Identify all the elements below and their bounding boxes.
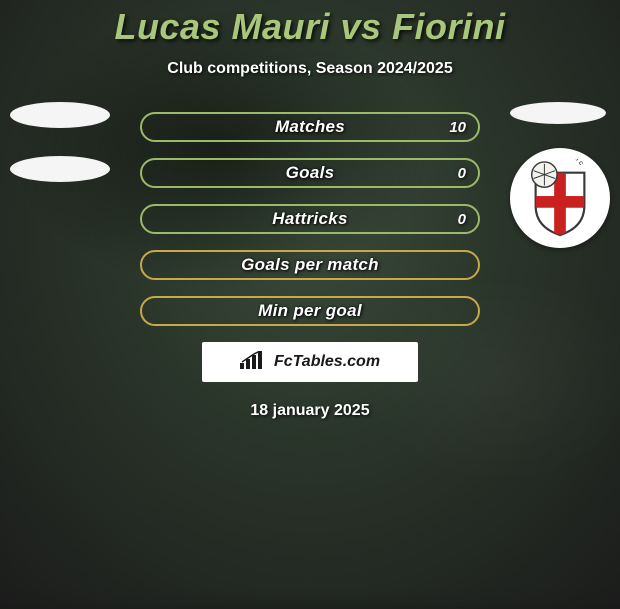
blank-badge	[510, 102, 606, 124]
club-badge: RIMINI CALCIO	[510, 148, 610, 248]
right-badges-column: RIMINI CALCIO	[510, 102, 610, 248]
ball-icon	[532, 162, 557, 187]
stat-value-right: 0	[458, 211, 466, 228]
stat-label: Hattricks	[272, 209, 347, 229]
shield-icon: RIMINI CALCIO	[521, 159, 599, 237]
chart-icon	[240, 351, 268, 374]
page-subtitle: Club competitions, Season 2024/2025	[0, 60, 620, 78]
stat-label: Goals	[286, 163, 335, 183]
stat-label: Matches	[275, 117, 345, 137]
stat-row: Goals per match	[140, 250, 480, 280]
blank-badge	[10, 102, 110, 128]
stat-row: Min per goal	[140, 296, 480, 326]
stat-row: Matches 10	[140, 112, 480, 142]
blank-badge	[10, 156, 110, 182]
stat-rows: Matches 10 Goals 0 Hattricks 0 Goals per match…	[140, 112, 480, 326]
stat-value-right: 10	[449, 119, 466, 136]
content-wrapper: Lucas Mauri vs Fiorini Club competitions…	[0, 0, 620, 580]
stat-row: Goals 0	[140, 158, 480, 188]
page-title: Lucas Mauri vs Fiorini	[0, 0, 620, 48]
stats-area: RIMINI CALCIO Matches10Goals0Hattricks0G…	[0, 112, 620, 326]
stat-label: Min per goal	[258, 301, 362, 321]
left-badges-column	[10, 102, 110, 210]
footer-brand-label: FcTables.com	[274, 353, 380, 371]
stat-value-right: 0	[458, 165, 466, 182]
footer-date: 18 january 2025	[0, 402, 620, 420]
footer-brand-box[interactable]: FcTables.com	[202, 342, 418, 382]
stat-label: Goals per match	[241, 255, 379, 275]
stat-row: Hattricks 0	[140, 204, 480, 234]
